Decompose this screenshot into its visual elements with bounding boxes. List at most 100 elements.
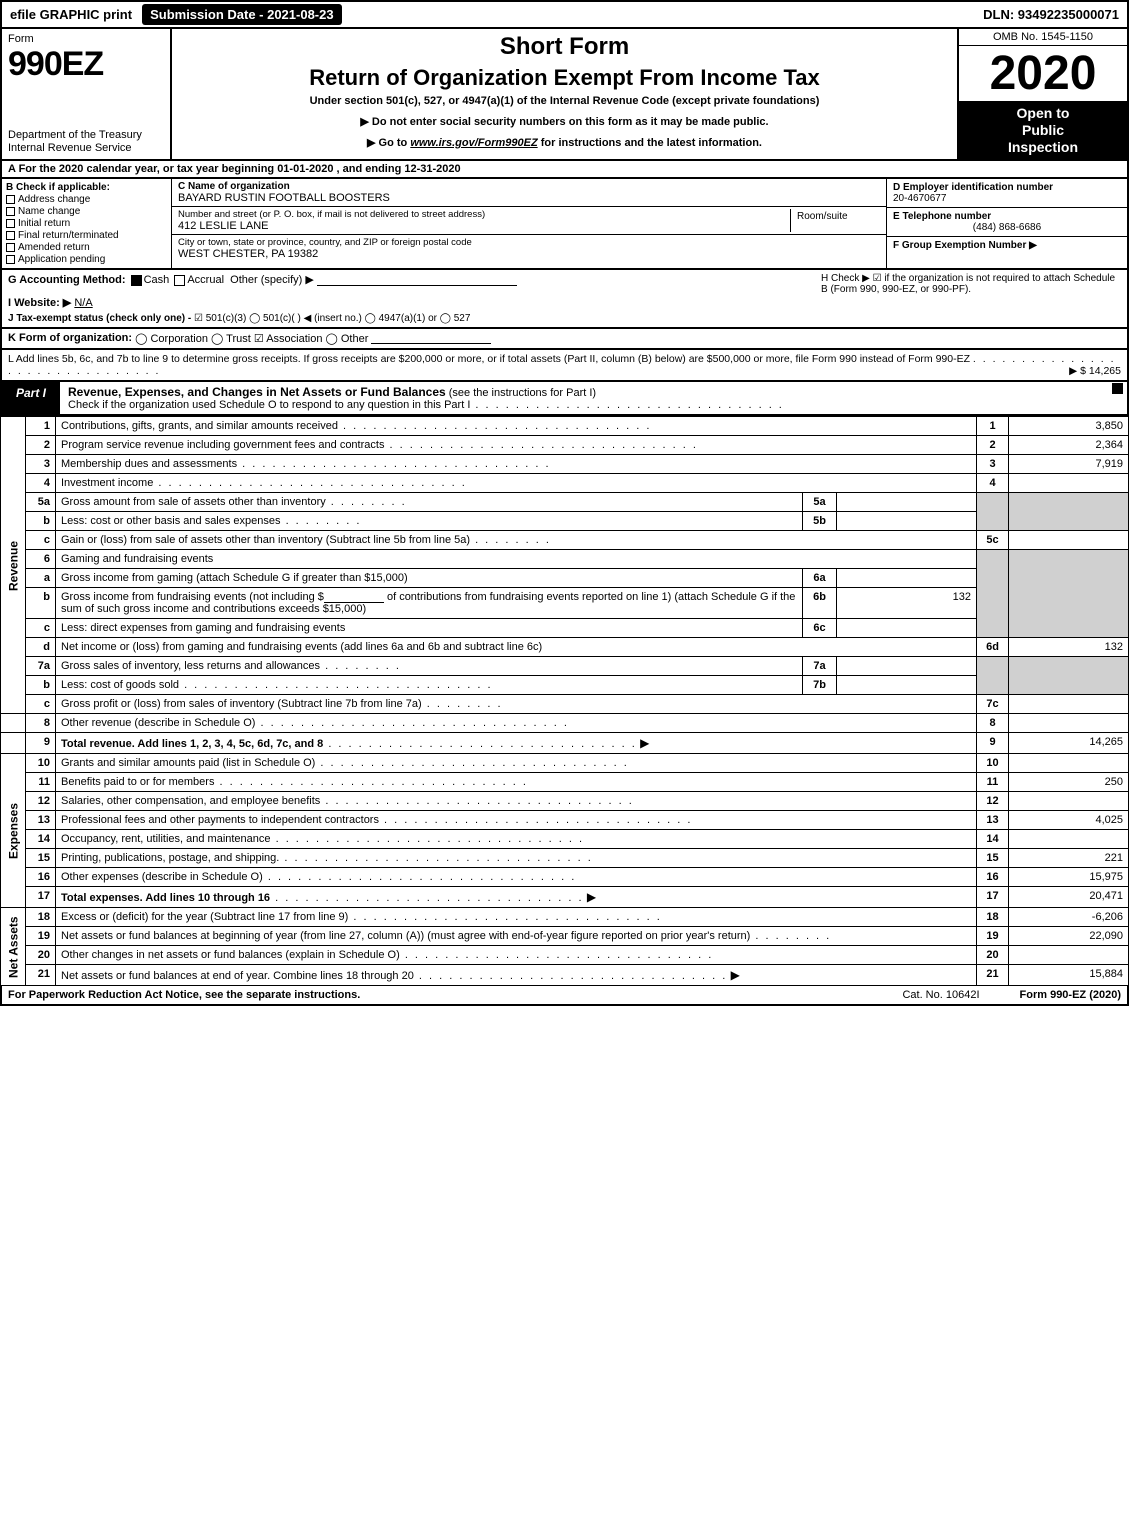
ln15-amtnum: 15 [977, 849, 1009, 868]
chk-cash-icon[interactable] [131, 275, 142, 286]
ln7a-sub: 7a [803, 657, 837, 676]
submission-date-button[interactable]: Submission Date - 2021-08-23 [142, 4, 342, 25]
f-group-exemption: F Group Exemption Number ▶ [887, 237, 1127, 268]
ln6d-amt: 132 [1009, 638, 1129, 657]
k-options[interactable]: ◯ Corporation ◯ Trust ☑ Association ◯ Ot… [135, 332, 368, 345]
ln7a-desc: Gross sales of inventory, less returns a… [56, 657, 803, 676]
insp1: Open to [1017, 105, 1070, 121]
dln-label: DLN: 93492235000071 [975, 4, 1127, 25]
ln13-amtnum: 13 [977, 811, 1009, 830]
ln14-amt [1009, 830, 1129, 849]
ln6a-num: a [26, 569, 56, 588]
open-inspection: Open to Public Inspection [959, 101, 1127, 159]
part-i-bar: Part I Revenue, Expenses, and Changes in… [0, 382, 1129, 416]
phone-value: (484) 868-6686 [893, 222, 1121, 233]
k-other-line[interactable] [371, 332, 491, 344]
ln5b-subval [837, 512, 977, 531]
ln17-amt: 20,471 [1009, 887, 1129, 908]
j-tax-exempt: J Tax-exempt status (check only one) - ☑… [8, 313, 801, 324]
ln6a-subval [837, 569, 977, 588]
subhead-section: Under section 501(c), 527, or 4947(a)(1)… [182, 95, 947, 107]
ln6b-subval: 132 [837, 588, 977, 619]
ln6-desc: Gaming and fundraising events [56, 550, 977, 569]
ln7c-amtnum: 7c [977, 695, 1009, 714]
part-i-checkbox[interactable] [1107, 382, 1127, 414]
ln7ab-shade1 [977, 657, 1009, 695]
footer-right: Form 990-EZ (2020) [1020, 989, 1121, 1001]
irs-link[interactable]: www.irs.gov/Form990EZ [410, 137, 537, 149]
chk-final-return[interactable]: Final return/terminated [6, 230, 167, 241]
ln7c-desc: Gross profit or (loss) from sales of inv… [56, 695, 977, 714]
goto-pre: ▶ Go to [367, 137, 410, 149]
ln18-desc: Excess or (deficit) for the year (Subtra… [56, 908, 977, 927]
ln12-num: 12 [26, 792, 56, 811]
ln12-amtnum: 12 [977, 792, 1009, 811]
dept-treasury: Department of the Treasury [8, 129, 142, 141]
ln17-num: 17 [26, 887, 56, 908]
ln5c-num: c [26, 531, 56, 550]
subhead-ssn: ▶ Do not enter social security numbers o… [182, 115, 947, 128]
room-suite-label: Room/suite [790, 209, 880, 232]
ln10-amtnum: 10 [977, 754, 1009, 773]
side-expenses: Expenses [1, 754, 26, 908]
ln18-num: 18 [26, 908, 56, 927]
i-website: I Website: ▶ N/A [8, 296, 801, 309]
ln20-desc: Other changes in net assets or fund bala… [56, 946, 977, 965]
chk-application-pending[interactable]: Application pending [6, 254, 167, 265]
ln9-amtnum: 9 [977, 733, 1009, 754]
ln20-amtnum: 20 [977, 946, 1009, 965]
ln4-amtnum: 4 [977, 474, 1009, 493]
org-city: WEST CHESTER, PA 19382 [178, 248, 880, 260]
ln11-amtnum: 11 [977, 773, 1009, 792]
ln20-num: 20 [26, 946, 56, 965]
ln5b-num: b [26, 512, 56, 531]
chk-name-change[interactable]: Name change [6, 206, 167, 217]
ln11-amt: 250 [1009, 773, 1129, 792]
ln19-desc: Net assets or fund balances at beginning… [56, 927, 977, 946]
e-phone: E Telephone number (484) 868-6686 [887, 208, 1127, 237]
part-i-check-text: Check if the organization used Schedule … [68, 399, 470, 411]
ln19-num: 19 [26, 927, 56, 946]
line-a-tax-year: A For the 2020 calendar year, or tax yea… [0, 161, 1129, 179]
form-header: Form 990EZ Department of the Treasury In… [0, 29, 1129, 161]
l-text: L Add lines 5b, 6c, and 7b to line 9 to … [8, 353, 970, 365]
form-number: 990EZ [8, 45, 164, 84]
ln6c-subval [837, 619, 977, 638]
ln13-num: 13 [26, 811, 56, 830]
ln2-num: 2 [26, 436, 56, 455]
ln14-desc: Occupancy, rent, utilities, and maintena… [56, 830, 977, 849]
title-return: Return of Organization Exempt From Incom… [182, 65, 947, 91]
efile-label[interactable]: efile GRAPHIC print [2, 4, 140, 25]
ln7b-subval [837, 676, 977, 695]
f-label: F Group Exemption Number ▶ [893, 240, 1037, 251]
tax-year: 2020 [959, 46, 1127, 101]
part-i-title-text: Revenue, Expenses, and Changes in Net As… [68, 385, 446, 399]
footer-left: For Paperwork Reduction Act Notice, see … [8, 989, 360, 1001]
ln18-amt: -6,206 [1009, 908, 1129, 927]
ln17-amtnum: 17 [977, 887, 1009, 908]
side-revenue: Revenue [1, 417, 26, 714]
ln1-num: 1 [26, 417, 56, 436]
ln6a-sub: 6a [803, 569, 837, 588]
col-c-org-info: C Name of organization BAYARD RUSTIN FOO… [172, 179, 887, 268]
title-short-form: Short Form [182, 33, 947, 61]
dept-irs: Internal Revenue Service [8, 142, 132, 154]
other-specify-line[interactable] [317, 274, 517, 286]
ln6c-num: c [26, 619, 56, 638]
c-city-label: City or town, state or province, country… [178, 237, 880, 248]
ln21-amt: 15,884 [1009, 965, 1129, 986]
top-bar: efile GRAPHIC print Submission Date - 20… [0, 0, 1129, 29]
ln5a-num: 5a [26, 493, 56, 512]
chk-initial-return[interactable]: Initial return [6, 218, 167, 229]
ln15-desc: Printing, publications, postage, and shi… [56, 849, 977, 868]
chk-accrual-icon[interactable] [174, 275, 185, 286]
ln9-num: 9 [26, 733, 56, 754]
part-i-title: Revenue, Expenses, and Changes in Net As… [60, 382, 1107, 414]
ln16-amt: 15,975 [1009, 868, 1129, 887]
ln7c-num: c [26, 695, 56, 714]
header-left: Form 990EZ Department of the Treasury In… [2, 29, 172, 159]
ln3-amtnum: 3 [977, 455, 1009, 474]
j-options[interactable]: ☑ 501(c)(3) ◯ 501(c)( ) ◀ (insert no.) ◯… [194, 313, 470, 324]
chk-address-change[interactable]: Address change [6, 194, 167, 205]
chk-amended-return[interactable]: Amended return [6, 242, 167, 253]
